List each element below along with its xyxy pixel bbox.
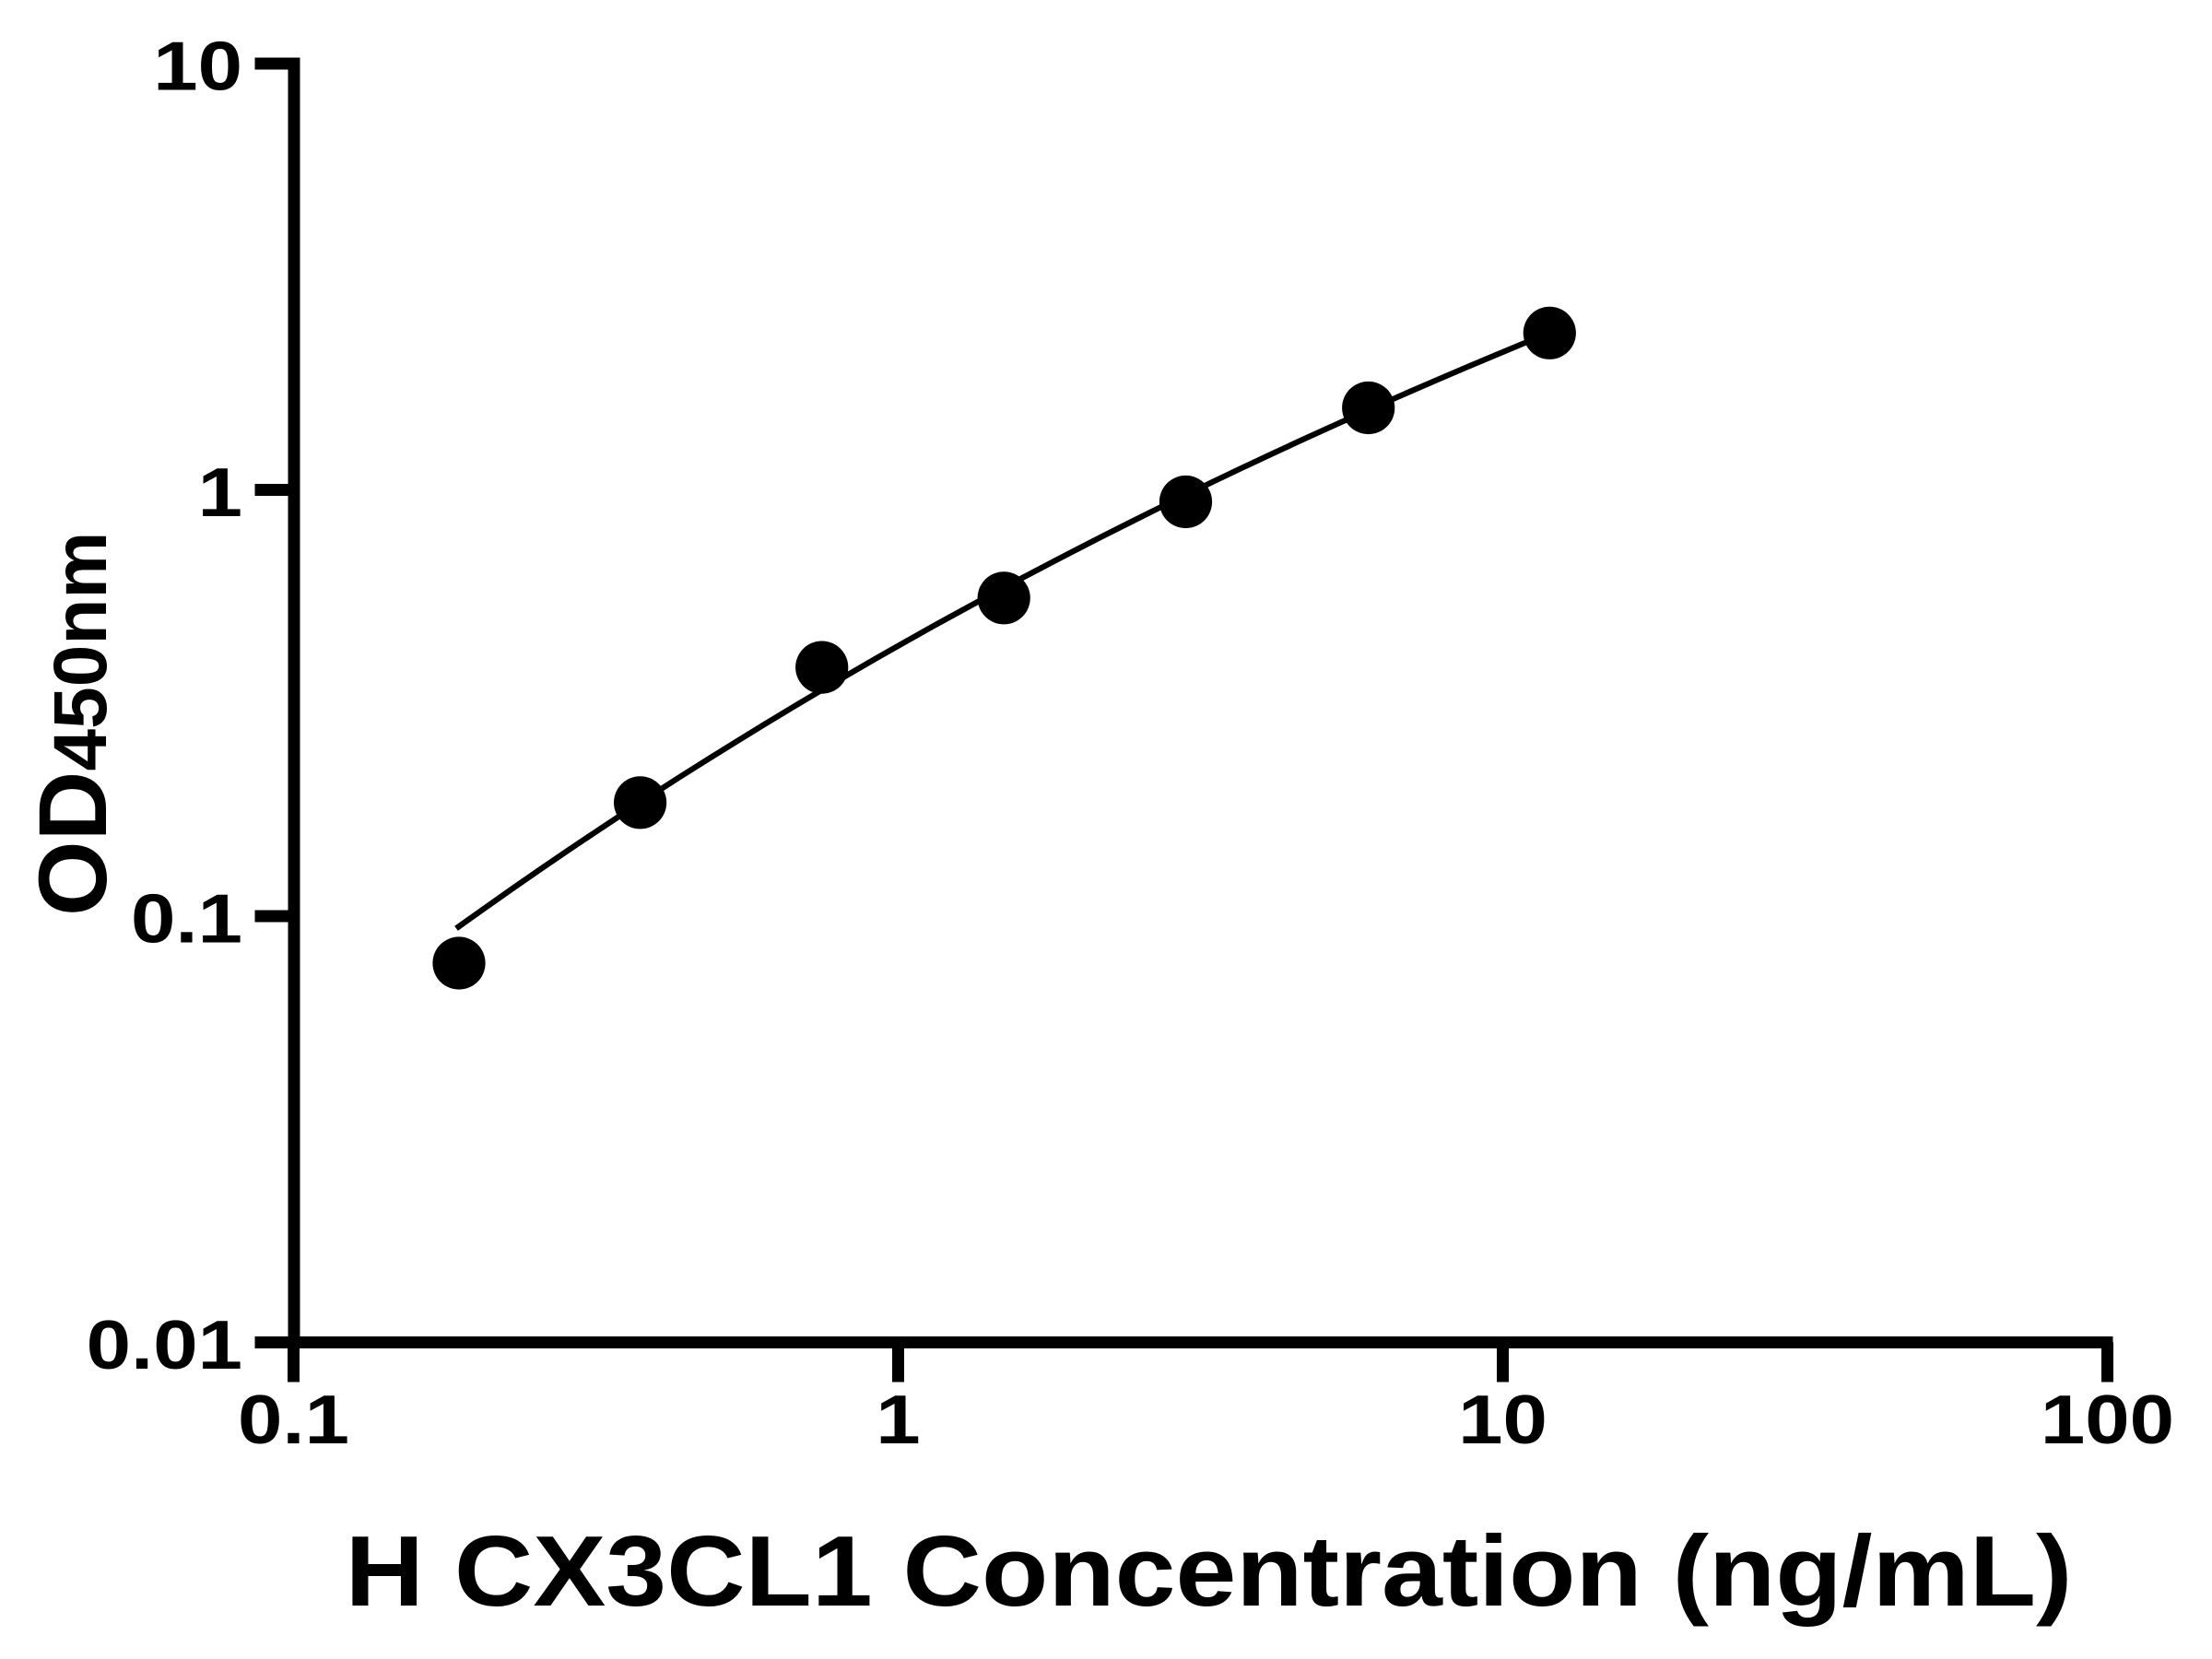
svg-text:H CX3CL1 Concentration (ng/mL): H CX3CL1 Concentration (ng/mL) <box>346 1515 2073 1628</box>
svg-text:10: 10 <box>1458 1382 1547 1459</box>
svg-text:100: 100 <box>2041 1382 2174 1459</box>
svg-text:0.1: 0.1 <box>131 880 242 958</box>
svg-text:0.1: 0.1 <box>238 1382 349 1459</box>
svg-text:10: 10 <box>153 28 242 105</box>
svg-text:1: 1 <box>198 453 242 531</box>
svg-text:1: 1 <box>876 1382 920 1459</box>
svg-text:0.01: 0.01 <box>87 1306 242 1383</box>
